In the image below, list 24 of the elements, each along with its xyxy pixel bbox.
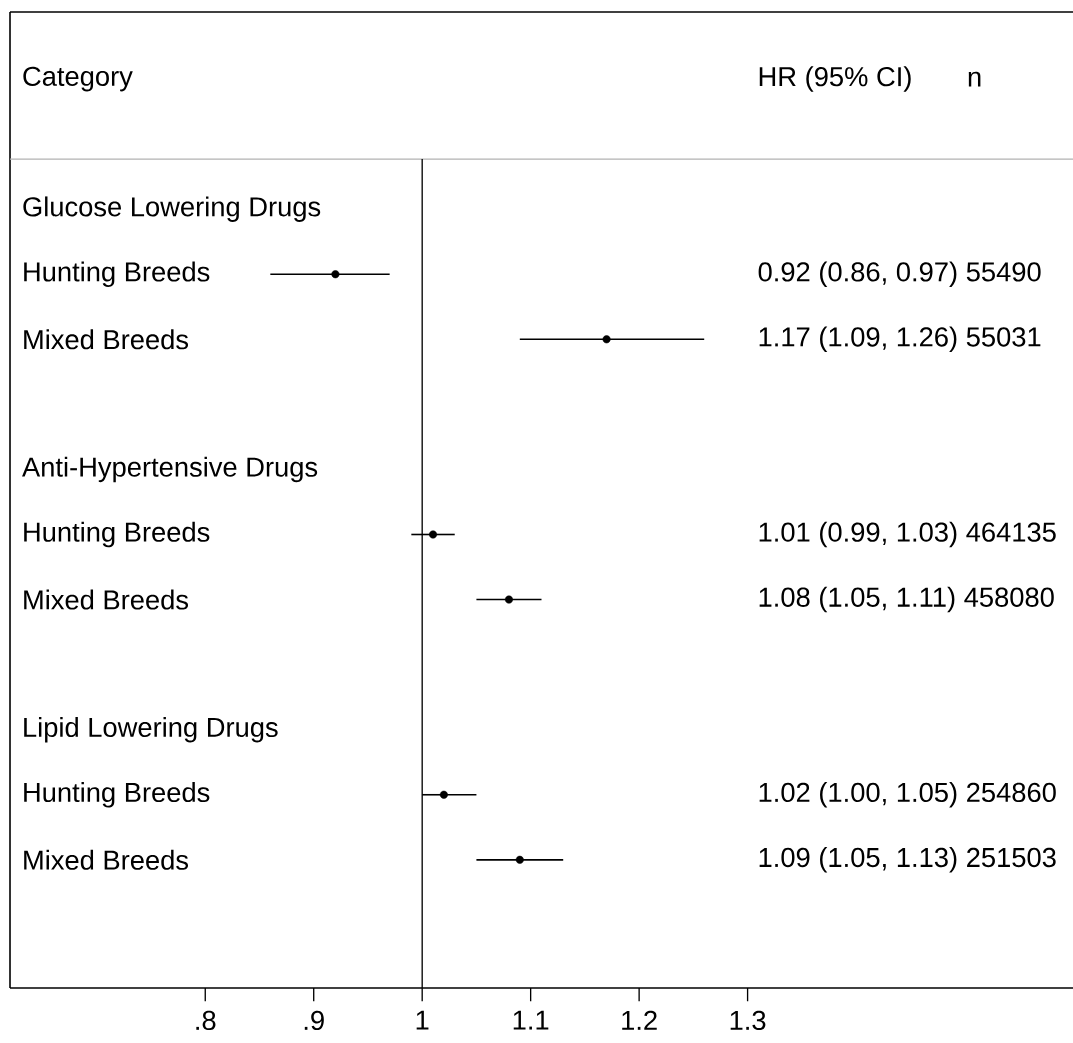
y-tick-label: Hunting Breeds [24, 782, 210, 808]
annotation: 1.02 (1.00, 1.05) 254860 [759, 782, 1056, 808]
annotation: 1.01 (0.99, 1.03) 464135 [759, 521, 1056, 548]
x-tick-label: 1.1 [513, 1010, 549, 1030]
x-tick-label: .9 [304, 1010, 324, 1031]
text: Category [23, 66, 133, 92]
x-tick-label: .8 [196, 1010, 216, 1031]
y-tick-label: Mixed Breeds [24, 849, 189, 870]
annotation: 1.08 (1.05, 1.11) 458080 [759, 586, 1054, 613]
y-tick-label: Lipid Lowering Drugs [24, 716, 278, 743]
text: HR (95% CI) [759, 66, 911, 92]
y-tick-label: Anti-Hypertensive Drugs [22, 456, 318, 483]
x-tick-label: 1.2 [622, 1010, 657, 1030]
annotation: 1.17 (1.09, 1.26) 55031 [759, 326, 1041, 353]
y-tick-label: Mixed Breeds [24, 589, 189, 610]
x-tick-label: 1 [416, 1010, 429, 1030]
y-tick-label: Glucose Lowering Drugs [23, 196, 321, 222]
y-tick-label: Hunting Breeds [24, 521, 210, 548]
annotation: 0.92 (0.86, 0.97) 55490 [758, 261, 1041, 287]
annotation: 1.09 (1.05, 1.13) 251503 [759, 847, 1056, 873]
y-tick-label: Mixed Breeds [24, 329, 189, 350]
text: n [968, 71, 981, 87]
x-tick-label: 1.3 [730, 1010, 766, 1031]
y-tick-label: Hunting Breeds [24, 261, 210, 287]
